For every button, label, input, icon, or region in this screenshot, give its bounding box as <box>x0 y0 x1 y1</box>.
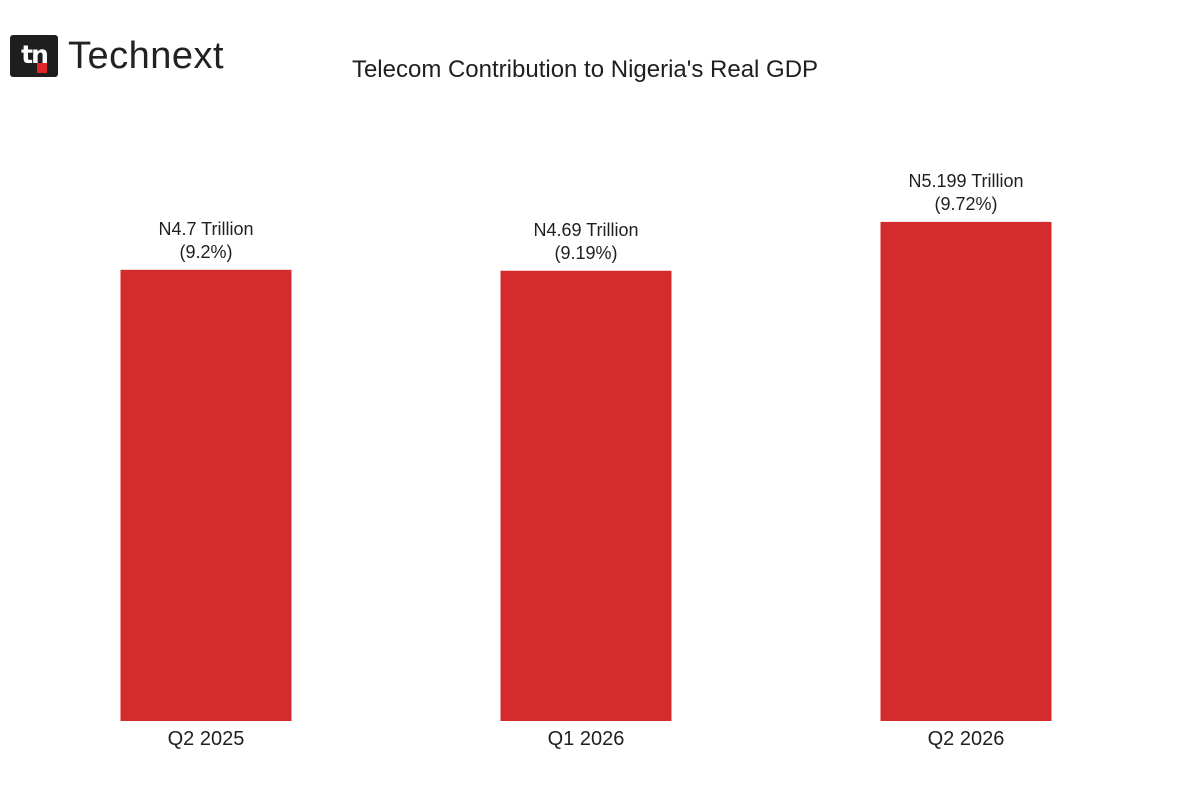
bar-share-label-1: (9.2%) <box>179 242 232 262</box>
bar-2 <box>500 270 672 721</box>
logo-red-square <box>37 63 47 73</box>
technext-logo: tn Technext <box>10 34 224 78</box>
bar-value-label-2: N4.69 Trillion <box>533 220 638 240</box>
chart-title: Telecom Contribution to Nigeria's Real G… <box>351 56 819 83</box>
bar-value-label-3: N5.199 Trillion <box>908 171 1023 191</box>
bar-share-label-3: (9.72%) <box>934 194 997 214</box>
bar-3 <box>880 221 1052 721</box>
brand-name: Technext <box>68 34 225 77</box>
bar-value-label-1: N4.7 Trillion <box>158 219 253 239</box>
technext-logo-mark: tn <box>10 35 58 77</box>
category-label-2: Q1 2026 <box>548 728 625 750</box>
bar-share-label-2: (9.19%) <box>554 243 617 263</box>
bar-1 <box>120 269 292 721</box>
category-label-3: Q2 2026 <box>928 728 1005 750</box>
category-label-1: Q2 2025 <box>168 728 245 750</box>
